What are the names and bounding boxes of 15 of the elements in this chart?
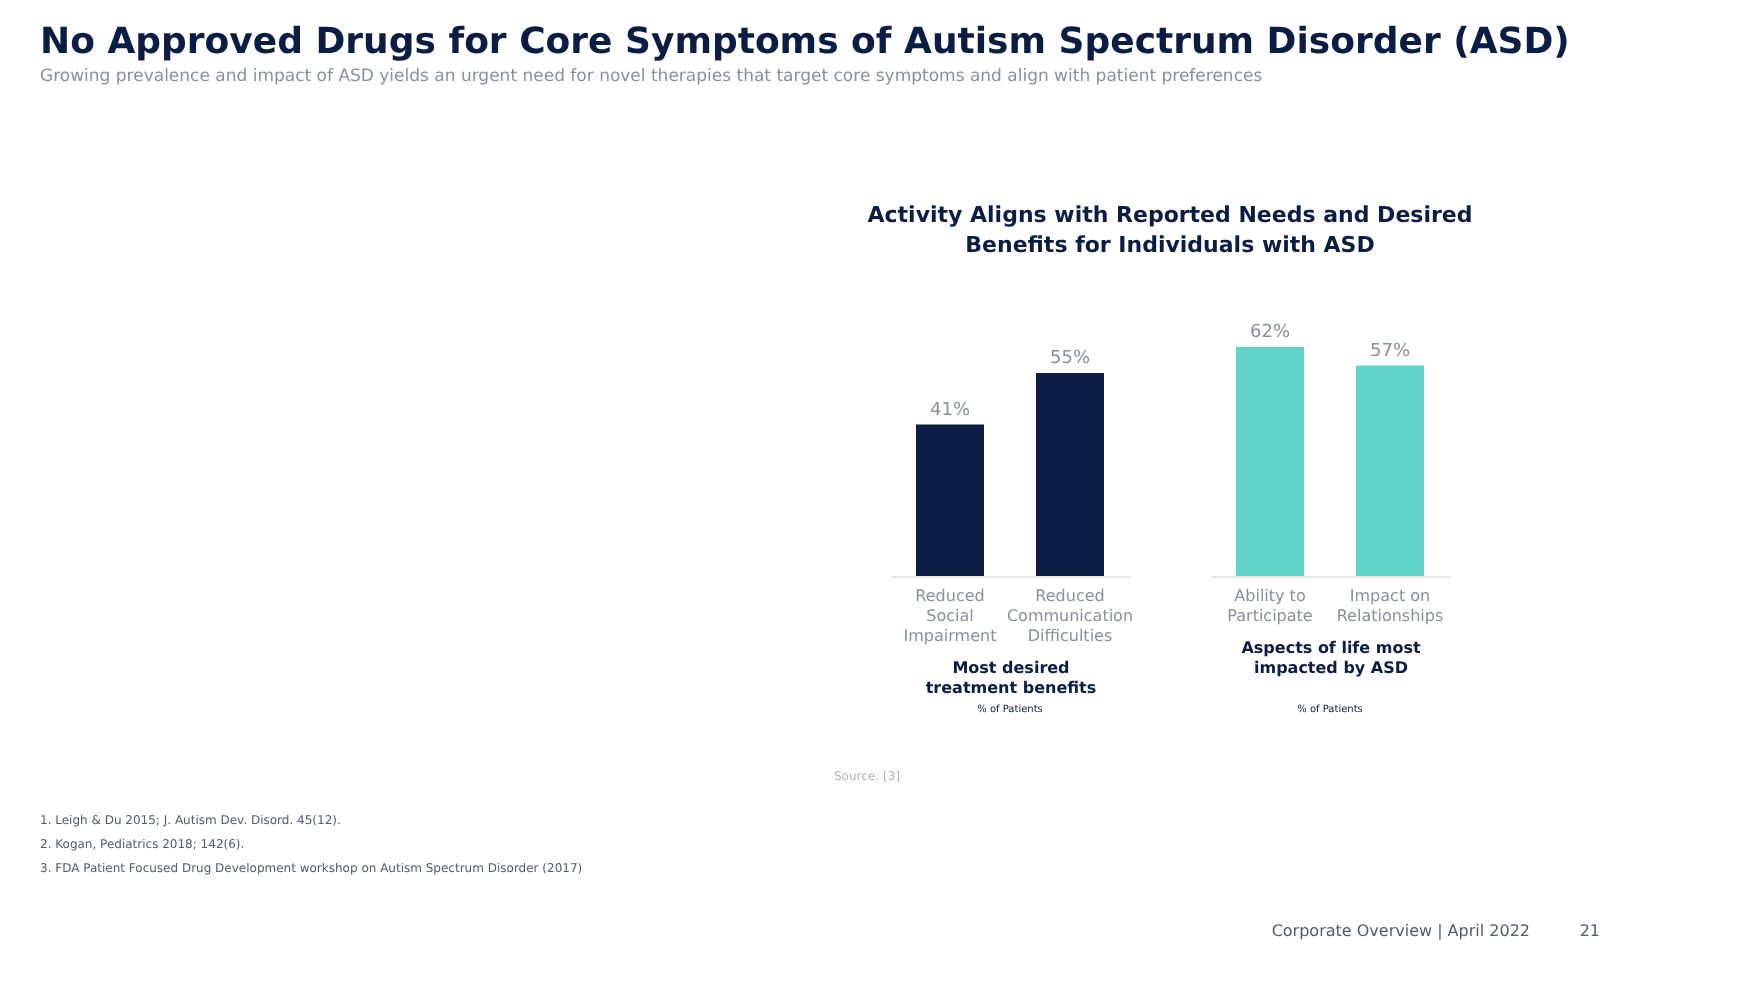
data-label: 41% — [929, 400, 971, 421]
x-axis-title: Aspects of life most impacted by ASD — [1241, 639, 1421, 677]
x-tick-label: Reduced Communication Difficulties — [1006, 587, 1134, 645]
data-label: 57% — [1369, 341, 1411, 362]
x-tick-label: Impact on Relationships — [1336, 587, 1444, 625]
x-tick-label: Ability to Participate — [1227, 587, 1313, 625]
data-label: 62% — [1249, 323, 1291, 344]
text: Corporate Overview | April 2022 — [1271, 922, 1530, 940]
text: Activity Aligns with Reported Needs and Desired Benefits for Individuals with ASD — [867, 202, 1473, 258]
x-tick-label: Reduced Social Impairment — [903, 587, 997, 645]
data-label: 55% — [1049, 348, 1091, 369]
text: 21 — [1579, 922, 1600, 940]
x-axis-title: Most desired treatment benefits — [925, 659, 1097, 697]
chart-title: No Approved Drugs for Core Symptoms of Autism Spectrum Disorder (ASD) — [40, 21, 1570, 63]
text: Growing prevalence and impact of ASD yields an urgent need for novel therapies that target core symptoms and align with patient preferences — [40, 67, 1264, 87]
